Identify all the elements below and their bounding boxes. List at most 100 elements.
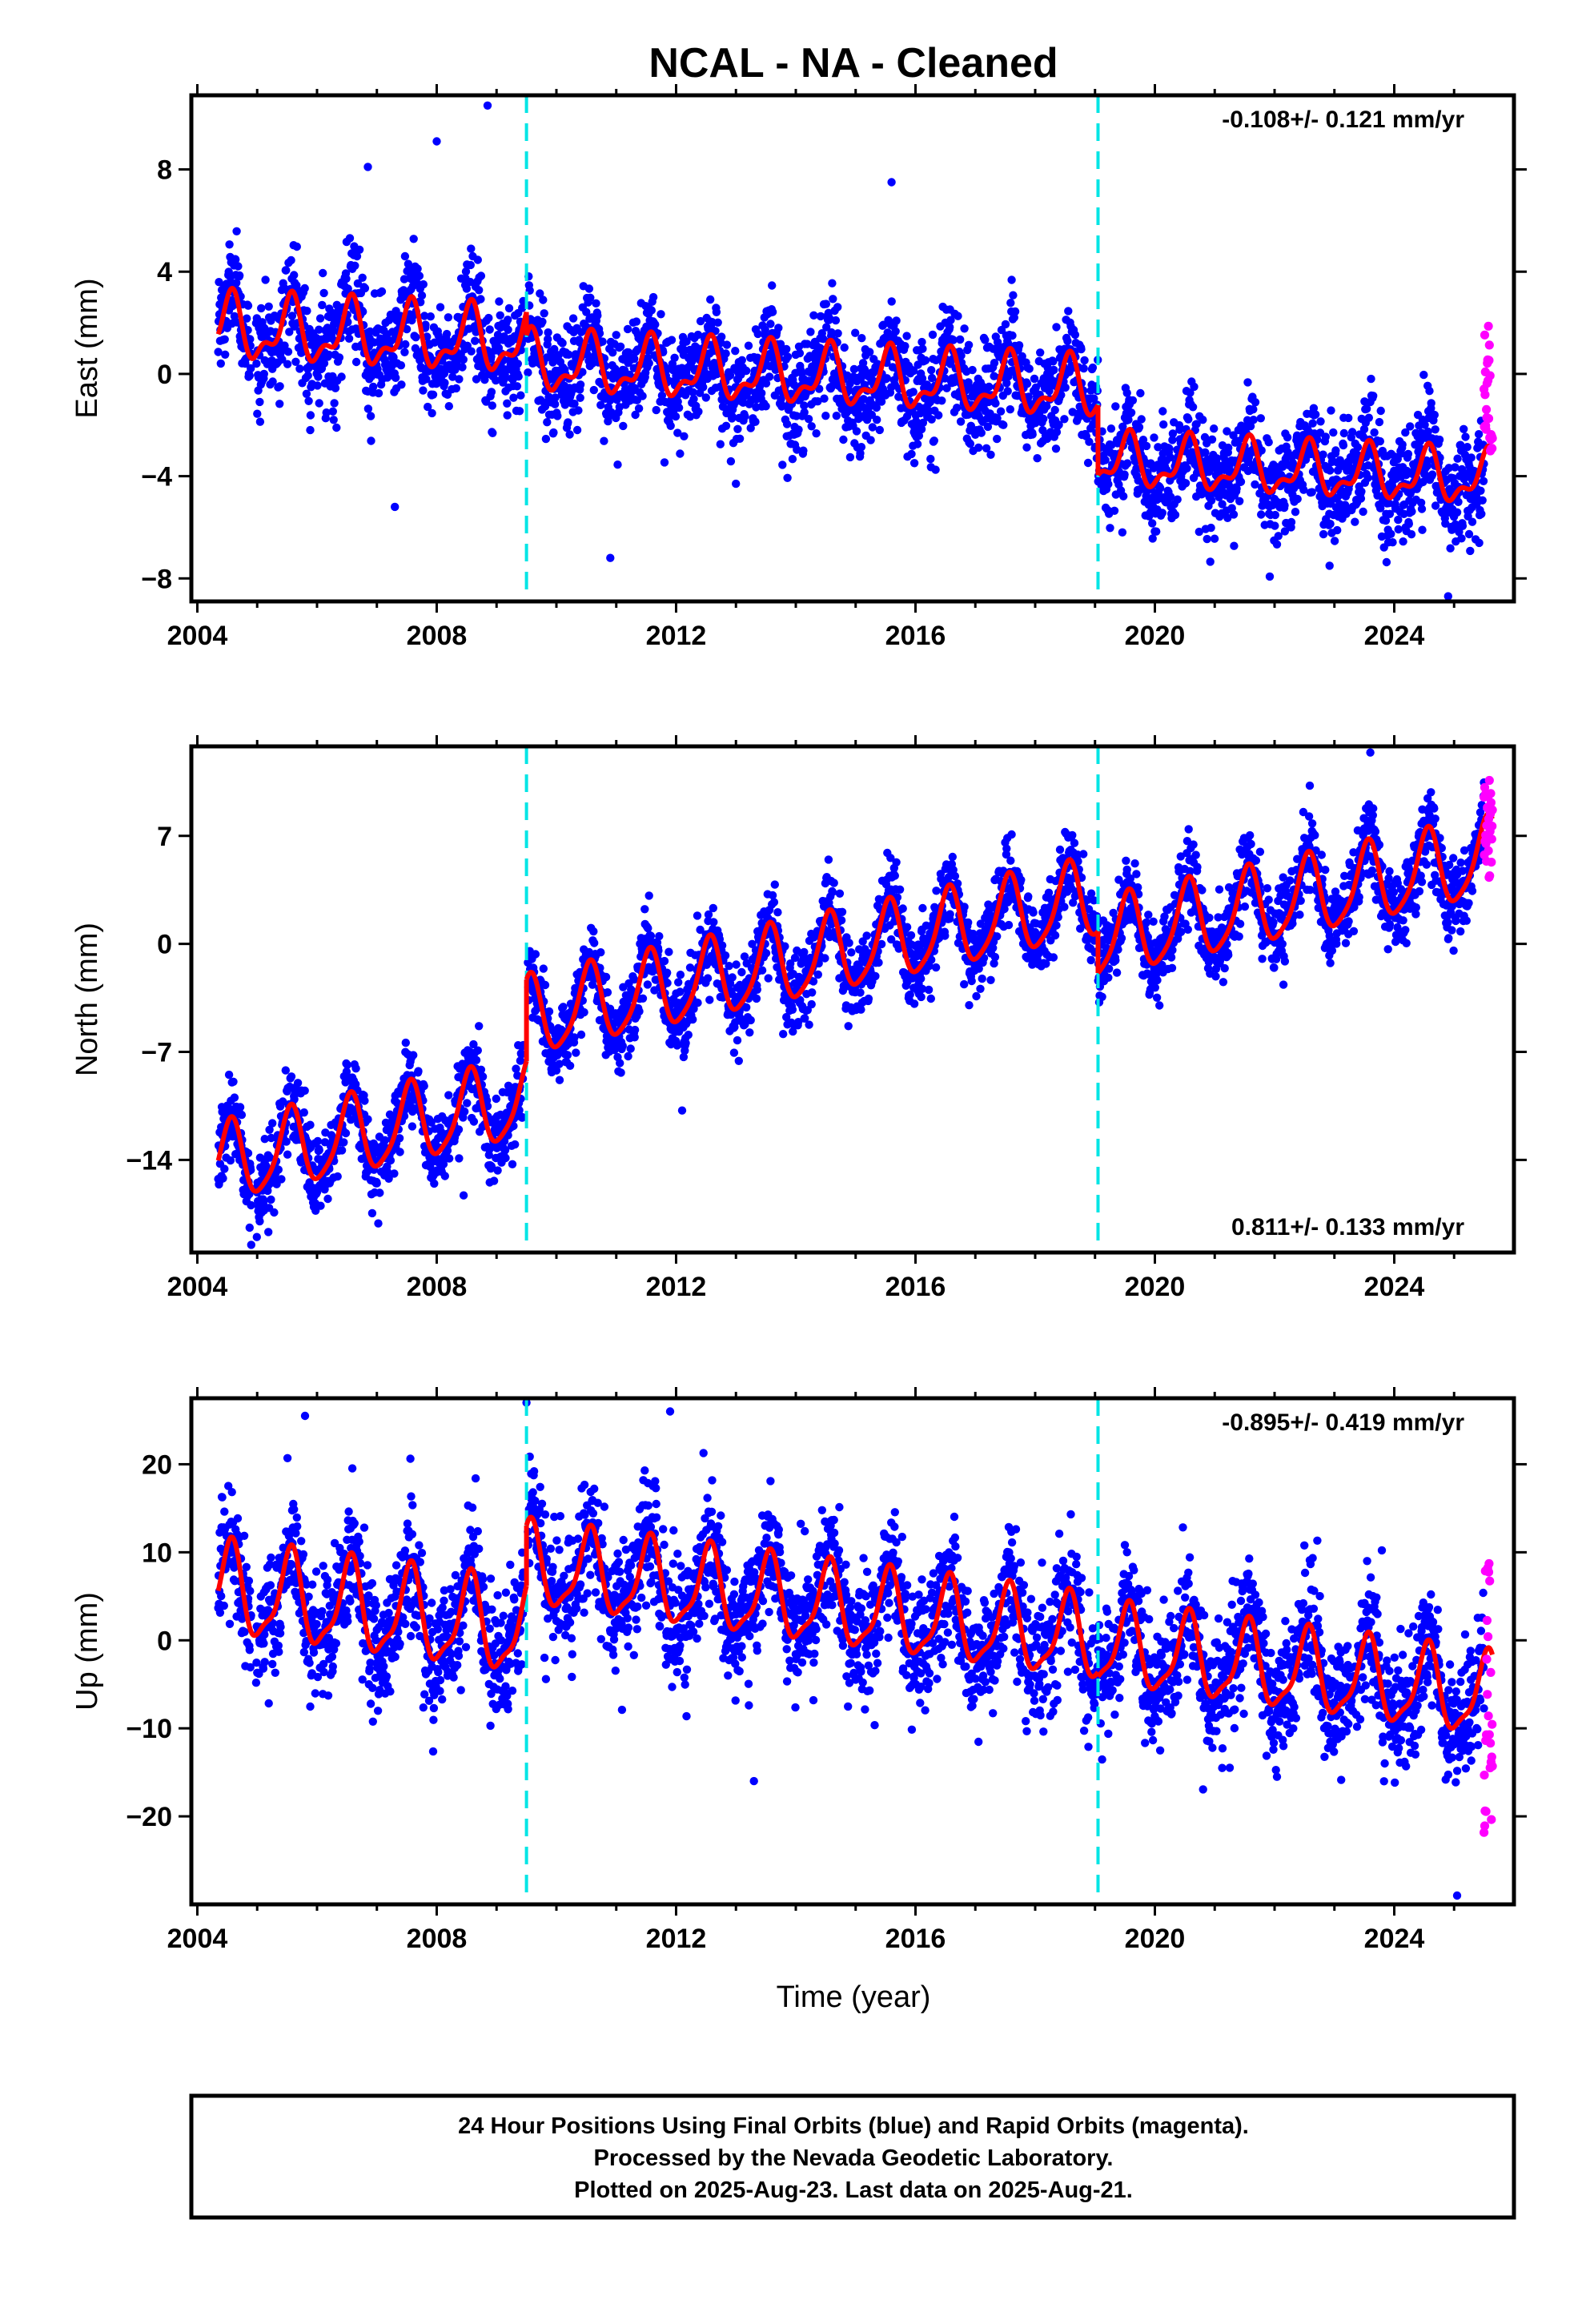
east-final-orbit-point	[1203, 534, 1211, 544]
east-final-orbit-point	[619, 421, 628, 431]
east-final-orbit-point	[974, 443, 983, 452]
east-final-orbit-point	[1363, 473, 1372, 482]
east-x-tick-label: 2008	[407, 621, 468, 651]
east-final-orbit-point	[586, 293, 595, 302]
east-final-orbit-point	[396, 361, 406, 370]
east-final-orbit-point	[221, 350, 230, 359]
north-final-orbit-point	[475, 1022, 484, 1031]
east-final-orbit-point	[726, 456, 736, 466]
east-final-orbit-point	[1257, 446, 1266, 455]
east-final-orbit-point	[480, 376, 489, 384]
east-final-orbit-point	[840, 343, 849, 352]
east-final-orbit-point	[634, 404, 644, 413]
east-final-orbit-point	[264, 302, 273, 311]
east-final-orbit-point	[1387, 529, 1395, 538]
east-final-orbit-point	[1272, 540, 1282, 549]
east-final-orbit-point	[426, 312, 435, 321]
east-final-orbit-point	[459, 355, 468, 364]
east-rapid-orbit-points	[1480, 321, 1497, 456]
north-final-orbit-point	[665, 947, 673, 956]
east-final-orbit-point	[701, 393, 710, 402]
north-final-orbit-point	[363, 1115, 372, 1124]
north-final-orbit-point	[725, 962, 733, 971]
east-final-orbit-point	[1033, 454, 1042, 463]
east-final-orbit-point	[918, 418, 928, 428]
east-final-orbit-point	[1394, 525, 1403, 534]
east-final-orbit-point	[631, 410, 640, 420]
east-final-orbit-point	[674, 404, 684, 412]
north-final-orbit-point	[408, 1107, 417, 1116]
east-final-orbit-point	[927, 415, 936, 424]
east-final-orbit-point	[1042, 402, 1051, 411]
east-final-orbit-point	[363, 404, 373, 413]
east-final-orbit-point	[1466, 546, 1475, 556]
east-final-orbit-point	[630, 354, 639, 364]
east-final-orbit-point	[1417, 505, 1427, 513]
east-final-orbit-point	[1407, 507, 1416, 516]
east-final-orbit-point	[413, 264, 422, 273]
east-final-orbit-point	[776, 340, 785, 348]
east-final-orbit-point	[328, 407, 337, 416]
east-model-fit-line	[1096, 427, 1495, 504]
east-final-orbit-point	[225, 240, 234, 249]
north-final-orbit-point	[245, 1223, 254, 1232]
east-final-orbit-point	[608, 348, 617, 357]
east-final-orbit-point	[304, 396, 313, 405]
east-final-orbit-point	[1458, 521, 1468, 530]
north-final-orbit-point	[508, 1160, 517, 1169]
east-final-orbit-point	[1207, 496, 1216, 505]
north-final-orbit-point	[267, 1195, 275, 1204]
east-final-orbit-point	[1070, 330, 1080, 340]
east-final-orbit-point	[337, 372, 346, 381]
east-final-orbit-point	[1419, 370, 1428, 380]
east-final-orbit-point	[909, 388, 917, 396]
north-final-orbit-point	[316, 1201, 325, 1210]
east-final-orbit-point	[1110, 506, 1119, 515]
east-final-orbit-point	[1025, 364, 1034, 373]
east-final-orbit-point	[1137, 415, 1146, 424]
east-final-orbit-point	[1356, 494, 1366, 503]
north-final-orbit-point	[644, 923, 652, 933]
north-final-orbit-point	[516, 1056, 525, 1065]
east-final-orbit-point	[815, 384, 824, 393]
north-final-orbit-point	[721, 951, 730, 960]
east-final-orbit-point	[473, 255, 482, 264]
north-final-orbit-point	[343, 1060, 351, 1070]
east-final-orbit-point	[487, 388, 496, 396]
east-final-orbit-point	[1138, 436, 1148, 444]
north-final-orbit-point	[219, 1174, 227, 1183]
east-final-orbit-point	[917, 424, 926, 434]
east-model-fit-line	[524, 324, 1100, 418]
east-final-orbit-point	[1407, 530, 1416, 539]
east-rapid-orbit-point	[1488, 444, 1497, 453]
east-final-orbit-point	[600, 436, 608, 445]
east-final-orbit-point	[706, 295, 715, 304]
east-final-orbit-point	[1319, 529, 1328, 539]
north-final-orbit-point	[487, 1162, 496, 1171]
east-final-orbit-point	[1435, 435, 1444, 444]
east-final-orbit-point	[1124, 416, 1133, 424]
east-final-orbit-point	[1051, 444, 1061, 453]
north-final-orbit-point	[265, 1125, 274, 1135]
east-final-orbit-point	[366, 412, 375, 420]
east-final-orbit-point	[319, 268, 327, 278]
north-final-orbit-point	[590, 939, 599, 947]
east-final-orbit-point	[355, 245, 364, 254]
east-final-orbit-point	[1079, 364, 1088, 373]
east-final-orbit-point	[402, 324, 412, 334]
east-final-orbit-point	[926, 454, 935, 464]
east-final-orbit-point	[1423, 427, 1432, 436]
east-final-orbit-point	[1287, 517, 1296, 527]
east-final-orbit-point	[909, 459, 919, 468]
east-final-orbit-point	[428, 390, 438, 399]
east-final-orbit-point	[1280, 527, 1290, 536]
east-final-orbit-point	[766, 320, 775, 328]
east-final-orbit-point	[928, 330, 938, 340]
east-final-orbit-point	[917, 337, 926, 347]
east-final-orbit-point	[1351, 517, 1359, 526]
east-final-orbit-point	[1403, 449, 1413, 459]
east-final-orbit-point	[1475, 538, 1484, 548]
east-rate-label: -0.108+/- 0.121 mm/yr	[1222, 107, 1464, 133]
north-final-orbit-point	[517, 1050, 526, 1059]
east-final-orbit-point	[444, 402, 453, 411]
